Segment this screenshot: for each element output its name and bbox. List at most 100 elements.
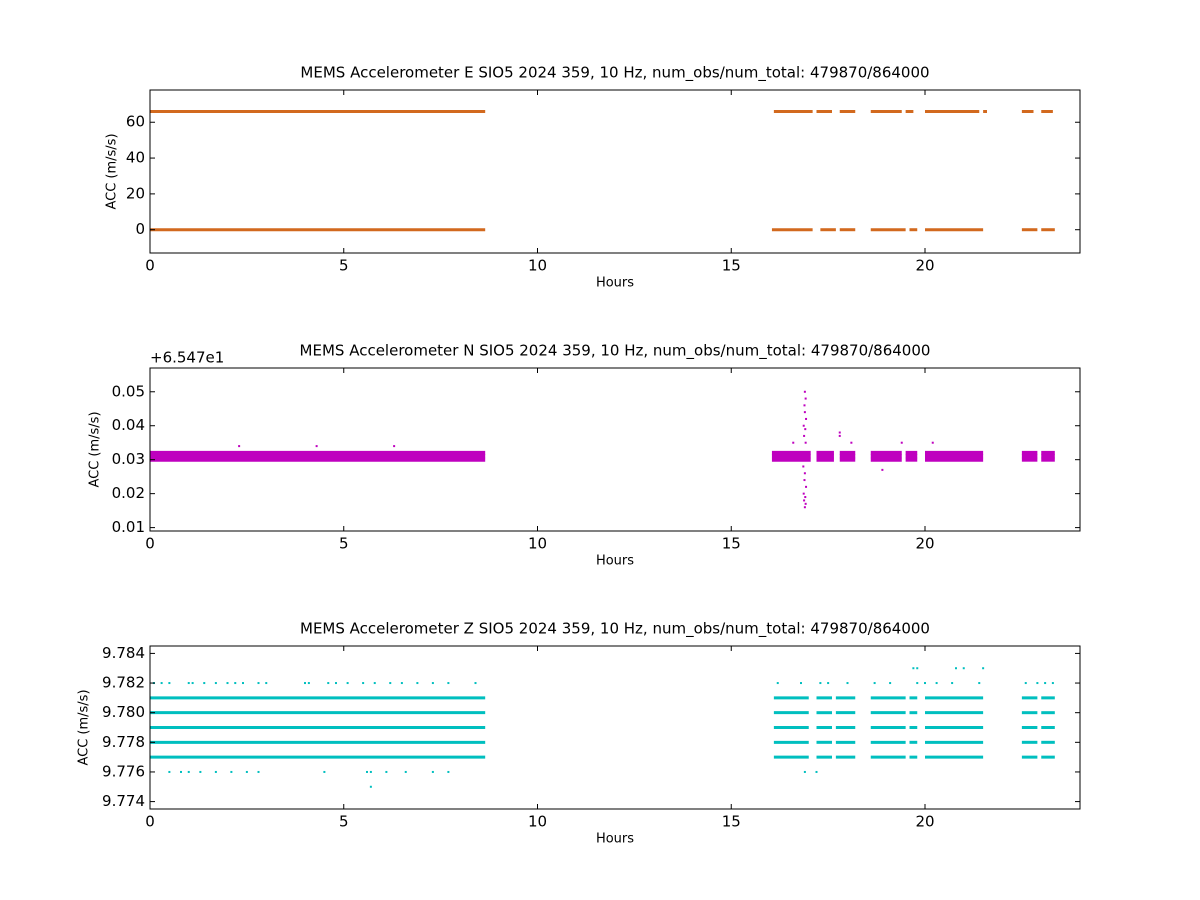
data-point bbox=[168, 770, 171, 773]
y-tick-label: 0.01 bbox=[112, 518, 145, 536]
data-point bbox=[304, 682, 306, 685]
data-point bbox=[369, 785, 372, 788]
x-tick-label: 5 bbox=[339, 257, 349, 275]
data-point bbox=[803, 499, 806, 502]
data-point bbox=[916, 682, 919, 685]
data-point bbox=[160, 682, 163, 685]
data-point bbox=[366, 770, 368, 773]
data-point bbox=[815, 770, 818, 773]
data-point bbox=[804, 496, 807, 499]
chart-title: MEMS Accelerometer N SIO5 2024 359, 10 H… bbox=[300, 342, 931, 361]
data-point bbox=[214, 682, 217, 685]
x-tick-label: 20 bbox=[915, 257, 934, 275]
y-tick-label: 60 bbox=[126, 113, 145, 131]
data-point bbox=[803, 472, 806, 475]
y-axis-label: ACC (m/s/s) bbox=[105, 133, 120, 209]
data-point bbox=[335, 682, 337, 685]
data-point bbox=[1051, 682, 1054, 685]
data-point bbox=[916, 667, 919, 670]
data-point bbox=[238, 445, 241, 448]
data-point bbox=[168, 682, 171, 685]
y-tick-label: 0.05 bbox=[112, 382, 145, 400]
data-point bbox=[881, 468, 884, 471]
data-point bbox=[924, 682, 926, 685]
data-point bbox=[199, 770, 202, 773]
x-tick-label: 10 bbox=[528, 257, 547, 275]
data-point bbox=[447, 682, 450, 685]
data-point bbox=[400, 682, 403, 685]
data-point bbox=[873, 682, 876, 685]
x-tick-label: 15 bbox=[722, 535, 741, 553]
data-point bbox=[931, 441, 934, 444]
data-point bbox=[935, 682, 938, 685]
offset-text: +6.547e1 bbox=[150, 349, 224, 367]
chart-title: MEMS Accelerometer E SIO5 2024 359, 10 H… bbox=[300, 64, 929, 83]
data-point bbox=[323, 770, 326, 773]
data-point bbox=[431, 682, 434, 685]
data-point bbox=[803, 404, 806, 407]
x-tick-label: 15 bbox=[722, 813, 741, 831]
data-point bbox=[180, 770, 182, 773]
data-point bbox=[962, 667, 965, 670]
data-point bbox=[389, 682, 392, 685]
x-tick-label: 10 bbox=[528, 813, 547, 831]
data-point bbox=[416, 682, 419, 685]
data-point bbox=[245, 770, 248, 773]
data-point bbox=[955, 667, 957, 670]
x-tick-label: 5 bbox=[339, 813, 349, 831]
data-point bbox=[447, 770, 450, 773]
data-point bbox=[802, 424, 805, 427]
y-tick-label: 9.782 bbox=[102, 674, 145, 692]
x-axis-label: Hours bbox=[596, 554, 634, 569]
data-point bbox=[850, 441, 853, 444]
y-tick-label: 9.780 bbox=[102, 703, 145, 721]
data-point bbox=[187, 682, 190, 685]
data-point bbox=[900, 441, 903, 444]
data-point bbox=[369, 770, 372, 773]
data-point bbox=[803, 506, 806, 509]
data-point bbox=[978, 682, 981, 685]
y-tick-label: 0.03 bbox=[112, 450, 145, 468]
data-point bbox=[803, 411, 806, 414]
y-axis-label: ACC (m/s/s) bbox=[77, 689, 92, 765]
data-point bbox=[474, 682, 477, 685]
axes-frame bbox=[149, 367, 1081, 532]
axes-frame bbox=[149, 89, 1081, 254]
data-point bbox=[800, 682, 802, 685]
data-point bbox=[214, 770, 217, 773]
data-point bbox=[362, 682, 365, 685]
data-point bbox=[257, 770, 260, 773]
data-point bbox=[804, 502, 807, 505]
y-tick-label: 20 bbox=[126, 184, 145, 202]
data-point bbox=[819, 682, 822, 685]
data-point bbox=[951, 682, 954, 685]
y-axis-label: ACC (m/s/s) bbox=[88, 411, 103, 487]
data-point bbox=[838, 434, 841, 437]
data-point bbox=[187, 770, 190, 773]
data-point bbox=[191, 682, 194, 685]
x-tick-label: 0 bbox=[145, 535, 155, 553]
data-point bbox=[265, 682, 268, 685]
y-tick-label: 0.04 bbox=[112, 416, 145, 434]
data-point bbox=[792, 441, 795, 444]
x-tick-label: 10 bbox=[528, 535, 547, 553]
y-tick-label: 9.784 bbox=[102, 644, 145, 662]
data-point bbox=[234, 682, 237, 685]
data-point bbox=[1044, 682, 1047, 685]
data-point bbox=[912, 667, 915, 670]
x-tick-label: 20 bbox=[915, 535, 934, 553]
y-tick-label: 40 bbox=[126, 149, 145, 167]
data-point bbox=[203, 682, 206, 685]
data-point bbox=[1024, 682, 1027, 685]
x-tick-label: 0 bbox=[145, 257, 155, 275]
data-point bbox=[230, 770, 233, 773]
data-point bbox=[1036, 682, 1039, 685]
chart-title: MEMS Accelerometer Z SIO5 2024 359, 10 H… bbox=[300, 620, 930, 639]
data-point bbox=[804, 441, 807, 444]
data-point bbox=[404, 770, 407, 773]
data-point bbox=[346, 682, 349, 685]
data-point bbox=[257, 682, 260, 685]
data-point bbox=[373, 682, 376, 685]
data-point bbox=[393, 445, 396, 448]
data-point bbox=[803, 770, 806, 773]
